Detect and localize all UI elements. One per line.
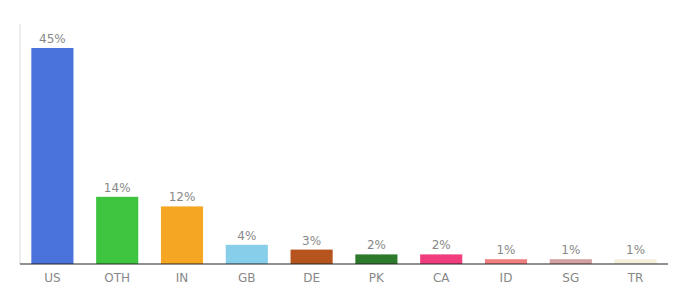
- chart: 45% 14% 12% 4% 3% 2% 2% 1% 1% 1% US OTH IN GB DE PK CA ID…: [0, 0, 680, 300]
- x-tick-label: CA: [433, 271, 450, 285]
- data-label: 2%: [432, 238, 451, 252]
- bar: [31, 48, 73, 264]
- x-tick-label: PK: [369, 271, 385, 285]
- data-label: 45%: [39, 32, 66, 46]
- bars: [31, 48, 656, 264]
- x-tick-label: GB: [238, 271, 256, 285]
- x-axis-line: [20, 263, 668, 264]
- chart-container: 45% 14% 12% 4% 3% 2% 2% 1% 1% 1% US OTH IN GB DE PK CA ID…: [0, 0, 680, 300]
- bar: [420, 254, 462, 264]
- data-label: 4%: [237, 229, 256, 243]
- data-label: 3%: [302, 234, 321, 248]
- bar: [355, 254, 397, 264]
- bar: [96, 197, 138, 264]
- data-label: 1%: [626, 243, 645, 257]
- x-tick-label: TR: [627, 271, 644, 285]
- x-tick-label: US: [44, 271, 60, 285]
- x-tick-label: DE: [303, 271, 320, 285]
- x-tick-label: OTH: [104, 271, 130, 285]
- bar: [226, 245, 268, 264]
- data-label: 1%: [561, 243, 580, 257]
- data-label: 2%: [367, 238, 386, 252]
- x-tick-label: ID: [500, 271, 513, 285]
- bar: [161, 206, 203, 264]
- bar: [485, 259, 527, 264]
- bar: [550, 259, 592, 264]
- x-axis: US OTH IN GB DE PK CA ID SG TR: [44, 271, 643, 285]
- data-label: 12%: [169, 190, 196, 204]
- x-tick-label: SG: [562, 271, 579, 285]
- y-axis-line: [20, 24, 21, 264]
- bar: [615, 259, 657, 264]
- data-labels: 45% 14% 12% 4% 3% 2% 2% 1% 1% 1%: [39, 32, 645, 257]
- data-label: 1%: [496, 243, 515, 257]
- bar: [291, 250, 333, 264]
- data-label: 14%: [104, 181, 131, 195]
- x-tick-label: IN: [176, 271, 189, 285]
